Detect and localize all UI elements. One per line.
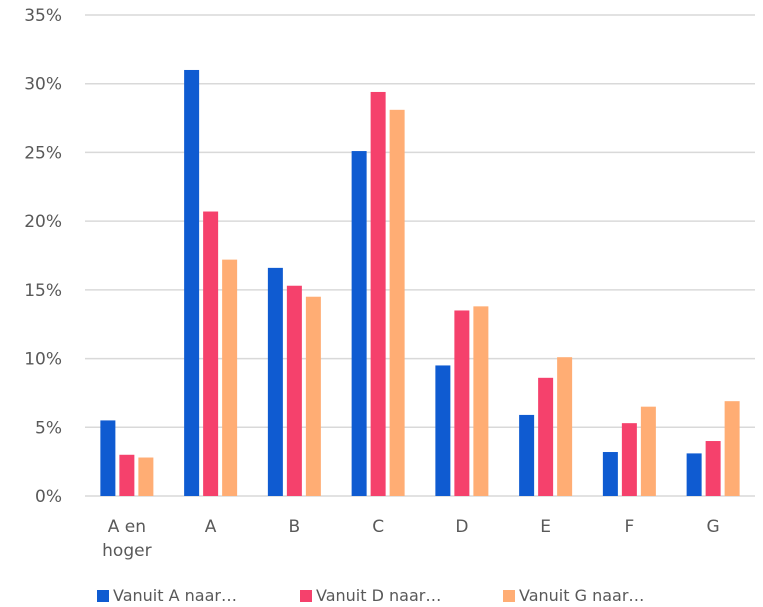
x-tick-label: B — [289, 517, 301, 537]
bar — [538, 378, 553, 496]
x-tick-label: C — [372, 517, 384, 537]
y-tick-label: 35% — [24, 6, 62, 26]
legend: Vanuit A naar… Vanuit D naar… Vanuit G naa… — [97, 586, 644, 605]
bar — [641, 407, 656, 496]
x-tick-label: hoger — [102, 541, 151, 561]
x-tick-label: F — [624, 517, 634, 537]
bar — [268, 268, 283, 496]
bar — [687, 453, 702, 496]
legend-label: Vanuit A naar… — [113, 586, 237, 605]
legend-label: Vanuit G naar… — [519, 586, 644, 605]
y-tick-label: 25% — [24, 143, 62, 163]
y-tick-label: 15% — [24, 281, 62, 301]
legend-item: Vanuit D naar… — [300, 586, 441, 605]
y-tick-label: 10% — [24, 350, 62, 370]
legend-item: Vanuit G naar… — [503, 586, 644, 605]
y-tick-label: 20% — [24, 212, 62, 232]
legend-swatch — [97, 590, 109, 602]
bar — [706, 441, 721, 496]
legend-label: Vanuit D naar… — [316, 586, 441, 605]
bar — [454, 310, 469, 496]
x-tick-label: A — [205, 517, 217, 537]
bar — [435, 365, 450, 496]
bar — [222, 260, 237, 496]
x-tick-label: E — [540, 517, 551, 537]
bar — [184, 70, 199, 496]
y-tick-label: 5% — [35, 418, 62, 438]
bar — [725, 401, 740, 496]
bar — [138, 458, 153, 496]
bar — [519, 415, 534, 496]
legend-swatch — [300, 590, 312, 602]
bar — [119, 455, 134, 496]
bar — [473, 306, 488, 496]
bars — [100, 70, 739, 496]
x-tick-label: G — [707, 517, 720, 537]
bar — [306, 297, 321, 496]
bar — [287, 286, 302, 496]
x-tick-label: D — [455, 517, 468, 537]
bar — [203, 212, 218, 496]
bar — [622, 423, 637, 496]
y-axis: 0% 5% 10% 15% 20% 25% 30% 35% — [24, 6, 62, 507]
bar — [557, 357, 572, 496]
bar — [100, 420, 115, 496]
x-tick-label: A en — [108, 517, 146, 537]
y-tick-label: 30% — [24, 75, 62, 95]
x-axis: A en hoger A B C D E F G — [102, 517, 720, 561]
legend-item: Vanuit A naar… — [97, 586, 237, 605]
bar — [352, 151, 367, 496]
bar — [371, 92, 386, 496]
y-tick-label: 0% — [35, 487, 62, 507]
bar — [390, 110, 405, 496]
bar — [603, 452, 618, 496]
legend-swatch — [503, 590, 515, 602]
